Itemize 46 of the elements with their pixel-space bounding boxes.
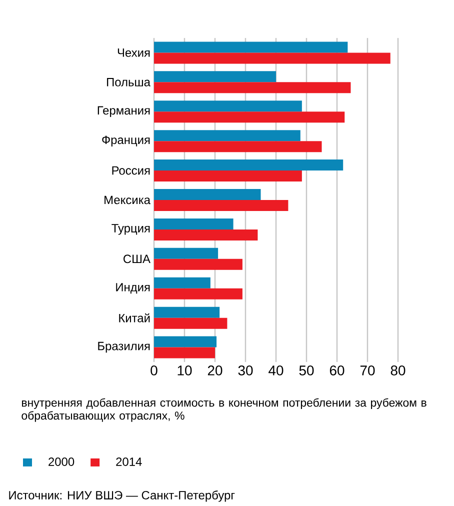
x-axis-title: внутренняя добавленная стоимость в конечном потреблении за рубежом в обрабатывающих отраслях, %	[22, 398, 426, 422]
bar	[154, 258, 242, 270]
legend-label: 2000	[48, 458, 74, 466]
bar	[154, 218, 234, 230]
text: Источник: НИУ ВШЭ — Санкт-Петербург	[9, 490, 235, 502]
x-tick-label: 70	[360, 366, 375, 376]
x-tick-label: 10	[178, 366, 192, 376]
bar	[154, 170, 302, 182]
y-tick-label: Турция	[112, 224, 150, 235]
y-tick-label: Германия	[98, 106, 150, 117]
bar	[154, 188, 261, 200]
x-tick-label: 60	[330, 366, 344, 376]
bar	[154, 248, 218, 259]
bar	[154, 336, 217, 348]
x-tick-label: 20	[208, 366, 222, 376]
bar	[154, 229, 258, 240]
bar	[154, 288, 242, 300]
y-tick-label: США	[124, 254, 150, 264]
bar	[154, 277, 210, 288]
x-tick-label: 50	[299, 366, 314, 376]
x-tick-label: 30	[238, 366, 253, 376]
bar	[154, 160, 344, 171]
y-tick-label: Польша	[107, 78, 150, 86]
y-tick-label: Франция	[102, 136, 150, 146]
bar	[154, 200, 288, 211]
y-tick-label: Россия	[112, 166, 150, 175]
bar	[154, 82, 351, 94]
x-tick-label: 40	[268, 366, 284, 376]
bar	[154, 306, 220, 318]
x-tick-label: 80	[390, 366, 406, 376]
y-tick-label: Бразилия	[98, 342, 150, 353]
y-tick-label: Мексика	[104, 196, 150, 204]
bar	[154, 71, 276, 82]
bar	[154, 141, 322, 152]
bar	[154, 130, 300, 142]
bar	[154, 347, 215, 358]
y-tick-label: Чехия	[118, 48, 150, 57]
bar	[154, 318, 228, 329]
bar	[154, 52, 390, 64]
bar	[154, 112, 345, 123]
x-tick-label: 0	[150, 366, 158, 376]
y-tick-label: Индия	[116, 283, 150, 294]
bar	[154, 100, 302, 112]
bar	[154, 42, 348, 53]
legend-label: 2014	[116, 458, 142, 466]
y-tick-label: Китай	[119, 313, 150, 322]
